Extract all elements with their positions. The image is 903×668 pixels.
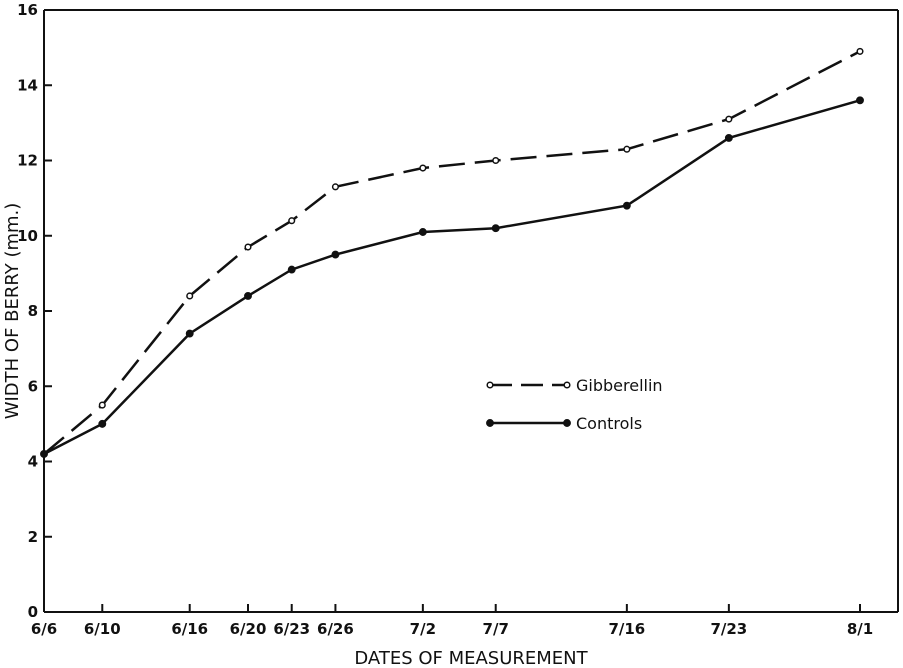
data-point-controls: [98, 419, 107, 428]
y-tick-label: 4: [28, 453, 38, 471]
series-layer: [40, 47, 864, 458]
data-point-controls: [856, 96, 864, 105]
data-point-controls: [724, 133, 733, 142]
data-point-gibberellin: [244, 243, 252, 251]
x-tick-label: 6/6: [31, 620, 57, 638]
y-tick-label: 14: [17, 76, 38, 94]
legend-marker-gibberellin: [563, 381, 571, 389]
legend-label-controls: Controls: [576, 414, 642, 433]
x-tick-label: 6/23: [273, 620, 310, 638]
y-tick-label: 12: [17, 152, 38, 170]
y-tick-label: 10: [17, 227, 38, 245]
legend-marker-gibberellin: [486, 381, 494, 389]
data-point-gibberellin: [856, 47, 864, 55]
series-line-gibberellin: [43, 50, 861, 455]
data-point-gibberellin: [186, 292, 194, 300]
data-point-controls: [622, 201, 631, 210]
y-tick-label: 0: [28, 603, 38, 621]
series-line-controls: [43, 99, 861, 456]
data-point-gibberellin: [419, 164, 427, 172]
x-tick-label: 6/16: [171, 620, 208, 638]
data-point-controls: [287, 265, 296, 274]
legend-marker-controls: [486, 419, 494, 427]
legend-marker-controls: [563, 419, 571, 427]
data-point-gibberellin: [725, 115, 733, 123]
x-tick-label: 7/7: [483, 620, 509, 638]
x-tick-label: 8/1: [847, 620, 873, 638]
x-tick-label: 7/16: [608, 620, 645, 638]
x-tick-label: 6/26: [317, 620, 354, 638]
x-tick-label: 6/10: [84, 620, 121, 638]
data-point-gibberellin: [98, 401, 106, 409]
data-point-gibberellin: [623, 145, 631, 153]
y-tick-label: 16: [17, 1, 38, 19]
legend: Gibberellin Controls: [486, 376, 663, 433]
data-point-controls: [40, 450, 48, 458]
data-point-controls: [185, 329, 194, 338]
y-tick-label: 2: [28, 528, 38, 546]
y-axis-title: WIDTH OF BERRY (mm.): [2, 203, 23, 420]
x-tick-label: 7/2: [410, 620, 436, 638]
x-ticks: 6/6 6/10 6/16 6/20 6/23 6/26 7/2 7/7 7/16 7/23 8/1: [31, 604, 873, 638]
x-tick-label: 6/20: [230, 620, 267, 638]
data-point-controls: [244, 292, 252, 300]
data-point-gibberellin: [492, 156, 500, 165]
data-point-gibberellin: [331, 183, 339, 191]
data-point-controls: [331, 250, 340, 259]
y-tick-label: 8: [28, 302, 38, 320]
x-tick-label: 7/23: [710, 620, 747, 638]
y-ticks: 0 2 4 6 8 10 12 14 16: [17, 1, 52, 621]
legend-label-gibberellin: Gibberellin: [576, 376, 663, 395]
data-point-controls: [491, 224, 500, 233]
x-axis-title: DATES OF MEASUREMENT: [354, 648, 588, 668]
data-point-controls: [418, 228, 427, 236]
axes: [43, 9, 899, 613]
y-tick-label: 6: [28, 377, 38, 395]
data-point-gibberellin: [288, 217, 296, 225]
